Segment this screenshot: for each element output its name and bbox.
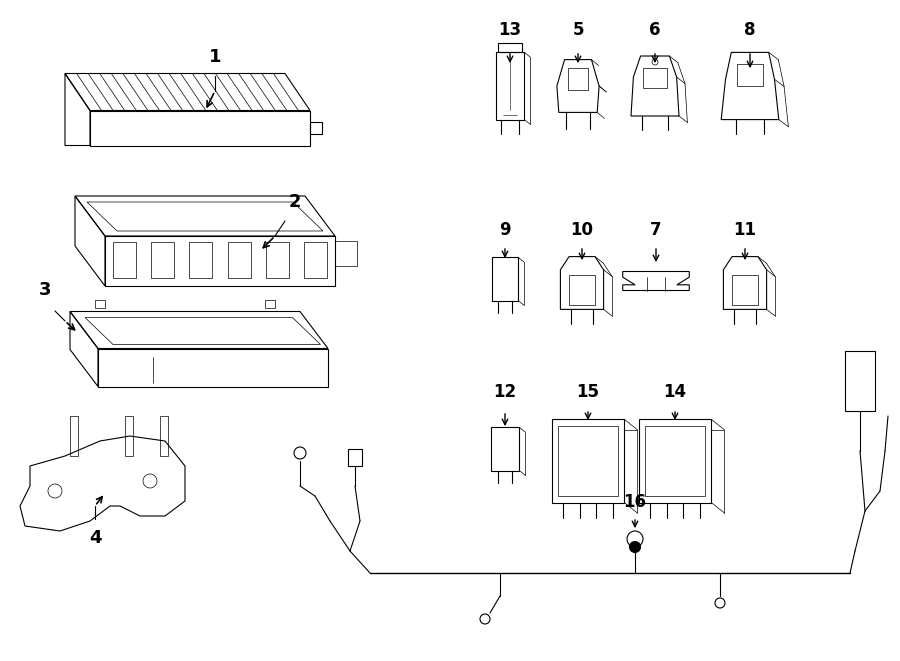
Circle shape [629,541,641,553]
Text: 7: 7 [650,221,662,239]
Text: 11: 11 [734,221,757,239]
Text: 5: 5 [572,21,584,39]
Text: 4: 4 [89,529,101,547]
Text: 3: 3 [39,281,51,299]
Text: 13: 13 [499,21,522,39]
Text: 15: 15 [577,383,599,401]
Text: 6: 6 [649,21,661,39]
Text: 10: 10 [571,221,593,239]
Text: 9: 9 [500,221,511,239]
Text: 8: 8 [744,21,756,39]
Text: 16: 16 [624,493,646,511]
Text: 12: 12 [493,383,517,401]
Text: 2: 2 [289,193,302,211]
Text: 14: 14 [663,383,687,401]
Text: 1: 1 [209,48,221,66]
